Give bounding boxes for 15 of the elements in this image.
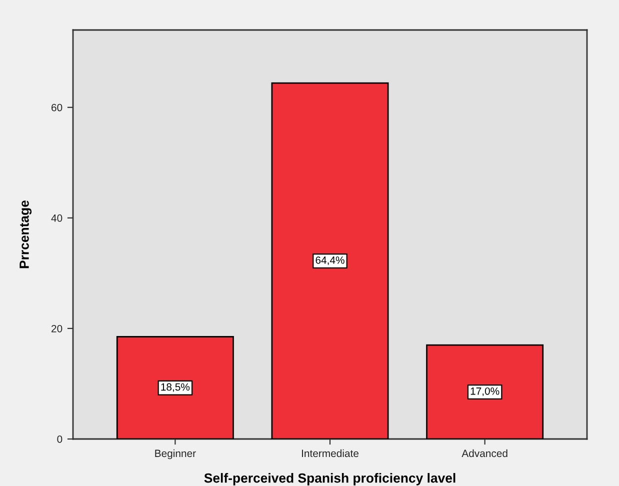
- data-label: 17,0%: [470, 387, 500, 396]
- bar: [116, 336, 234, 439]
- x-tick-label: Intermediate: [302, 449, 358, 458]
- bar: [426, 344, 544, 439]
- x-axis-title: Self-perceived Spanish proficiency lavel: [204, 473, 456, 486]
- bar: [271, 82, 389, 439]
- data-label: 64,4%: [316, 256, 344, 266]
- y-tick-label: 60: [52, 104, 62, 112]
- data-label: 18,5%: [161, 383, 190, 392]
- x-tick-label: Beginner: [155, 449, 196, 460]
- x-tick-label: Advanced: [462, 449, 508, 458]
- y-tick-label: 0: [57, 436, 62, 443]
- y-axis-title: Prrcentage: [20, 200, 32, 268]
- y-tick-label: 20: [52, 324, 62, 332]
- y-tick-label: 40: [51, 214, 62, 222]
